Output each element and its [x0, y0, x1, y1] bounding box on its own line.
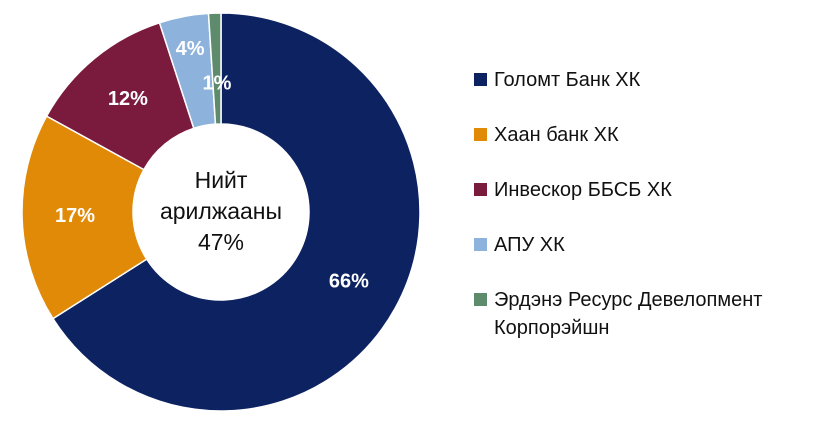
- legend-label: Голомт Банк ХК: [494, 69, 641, 91]
- legend: Голомт Банк ХК Хаан банк ХК Инвескор ББСБ …: [470, 66, 810, 369]
- center-label: 47%: [198, 229, 244, 255]
- donut-slice: [51, 12, 421, 412]
- legend-swatch: [474, 73, 487, 86]
- legend-swatch: [474, 128, 487, 141]
- legend-label: Инвескор ББСБ ХК: [494, 179, 672, 201]
- legend-label: Хаан банк ХК: [494, 124, 619, 146]
- legend-item: АПУ ХК: [470, 231, 810, 259]
- legend-item: Инвескор ББСБ ХК: [470, 176, 810, 204]
- legend-label: Эрдэнэ Ресурс Девелопмент Корпорэйшн: [494, 289, 763, 339]
- data-label: 4%: [176, 38, 205, 60]
- center-label: Нийт: [195, 167, 248, 193]
- legend-item: Эрдэнэ Ресурс Девелопмент Корпорэйшн: [470, 286, 810, 342]
- legend-item: Хаан банк ХК: [470, 121, 810, 149]
- legend-item: Голомт Банк ХК: [470, 66, 810, 94]
- data-label: 66%: [329, 271, 369, 293]
- legend-label: АПУ ХК: [494, 234, 565, 256]
- data-label: 17%: [55, 205, 95, 227]
- legend-swatch: [474, 238, 487, 251]
- center-label: арилжааны: [160, 198, 282, 224]
- data-label: 12%: [108, 88, 148, 110]
- legend-swatch: [474, 293, 487, 306]
- donut-slice: [207, 12, 222, 125]
- legend-swatch: [474, 183, 487, 196]
- donut-slice: [21, 115, 148, 320]
- data-label: 1%: [203, 72, 232, 94]
